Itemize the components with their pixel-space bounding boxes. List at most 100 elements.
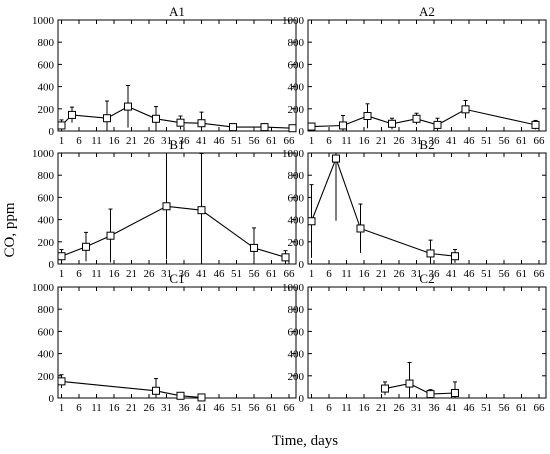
panel-frame [307,19,547,132]
x-tick-label: 61 [516,135,527,147]
series-line [384,383,456,395]
x-tick-label: 56 [249,135,261,147]
x-tick-label: 6 [76,135,82,147]
y-tick-label: 400 [38,82,55,94]
y-tick-label: 400 [38,349,55,361]
panel-title: A1 [169,4,185,19]
data-point [57,121,66,130]
y-tick-label: 800 [38,304,55,316]
x-tick-label: 46 [464,268,476,280]
x-tick-label: 6 [76,402,82,414]
data-point [281,253,290,262]
x-tick-label: 46 [214,402,226,414]
x-tick-label: 1 [59,268,65,280]
y-tick-label: 800 [38,37,55,49]
data-point [57,252,66,261]
data-point [381,384,389,393]
x-tick-label: 51 [231,402,242,414]
x-tick-label: 36 [429,135,441,147]
y-tick-label: 0 [49,393,55,405]
y-tick-label: 200 [288,104,305,116]
data-point [103,114,111,123]
y-tick-label: 200 [288,371,305,383]
x-tick-label: 66 [284,268,296,280]
x-tick-label: 51 [231,135,242,147]
x-tick-label: 41 [446,402,457,414]
x-tick-label: 31 [411,135,422,147]
data-point [307,122,316,131]
x-tick-label: 21 [376,268,387,280]
panel-frame [57,286,297,399]
y-tick-label: 200 [38,371,55,383]
y-tick-label: 1000 [32,282,55,294]
x-tick-label: 61 [266,268,277,280]
x-tick-label: 16 [359,402,371,414]
x-tick-label: 41 [446,135,457,147]
y-tick-label: 200 [38,237,55,249]
x-tick-label: 46 [214,135,226,147]
x-tick-label: 36 [429,402,441,414]
y-tick-label: 200 [38,104,55,116]
y-tick-label: 800 [288,37,305,49]
data-point [356,224,365,233]
y-tick-label: 400 [288,82,305,94]
y-tick-label: 1000 [282,148,305,160]
y-tick-label: 800 [288,170,305,182]
data-point [250,243,258,252]
x-tick-label: 21 [376,402,387,414]
x-tick-label: 66 [284,135,296,147]
x-tick-label: 11 [341,268,352,280]
x-tick-label: 11 [341,402,352,414]
y-tick-label: 600 [288,59,305,71]
data-point [152,114,160,123]
panel-frame [57,152,297,265]
x-tick-label: 56 [499,268,511,280]
data-point [339,121,347,130]
series-line [61,105,293,129]
data-point [162,202,171,211]
x-tick-label: 51 [481,268,492,280]
data-point [412,114,421,123]
data-point [405,379,414,388]
panel-title: A2 [419,4,435,19]
y-tick-label: 400 [288,349,305,361]
x-tick-label: 1 [59,402,65,414]
x-tick-label: 36 [179,135,191,147]
x-tick-label: 41 [196,268,207,280]
data-point [176,391,185,400]
x-tick-label: 56 [499,135,511,147]
x-tick-label: 41 [196,402,207,414]
x-tick-label: 51 [481,135,492,147]
x-tick-label: 41 [196,135,207,147]
x-tick-label: 61 [266,135,277,147]
panel-frame [57,19,297,132]
panel-frame [307,152,547,265]
x-tick-label: 21 [126,402,137,414]
data-point [332,154,340,163]
x-tick-label: 16 [109,135,121,147]
x-tick-label: 51 [481,402,492,414]
data-point [426,249,435,258]
x-tick-label: 36 [179,268,191,280]
y-tick-label: 800 [288,304,305,316]
data-point [106,231,115,240]
y-tick-label: 600 [38,59,55,71]
x-tick-label: 26 [144,268,156,280]
data-point [124,102,132,111]
y-tick-label: 0 [49,259,55,271]
data-point [461,105,470,114]
data-point [363,112,372,121]
data-point [388,119,396,128]
data-point [260,123,269,132]
data-point [197,119,206,128]
y-tick-label: 1000 [282,15,305,27]
x-tick-label: 21 [126,135,137,147]
data-point [433,120,442,129]
x-tick-label: 31 [411,402,422,414]
